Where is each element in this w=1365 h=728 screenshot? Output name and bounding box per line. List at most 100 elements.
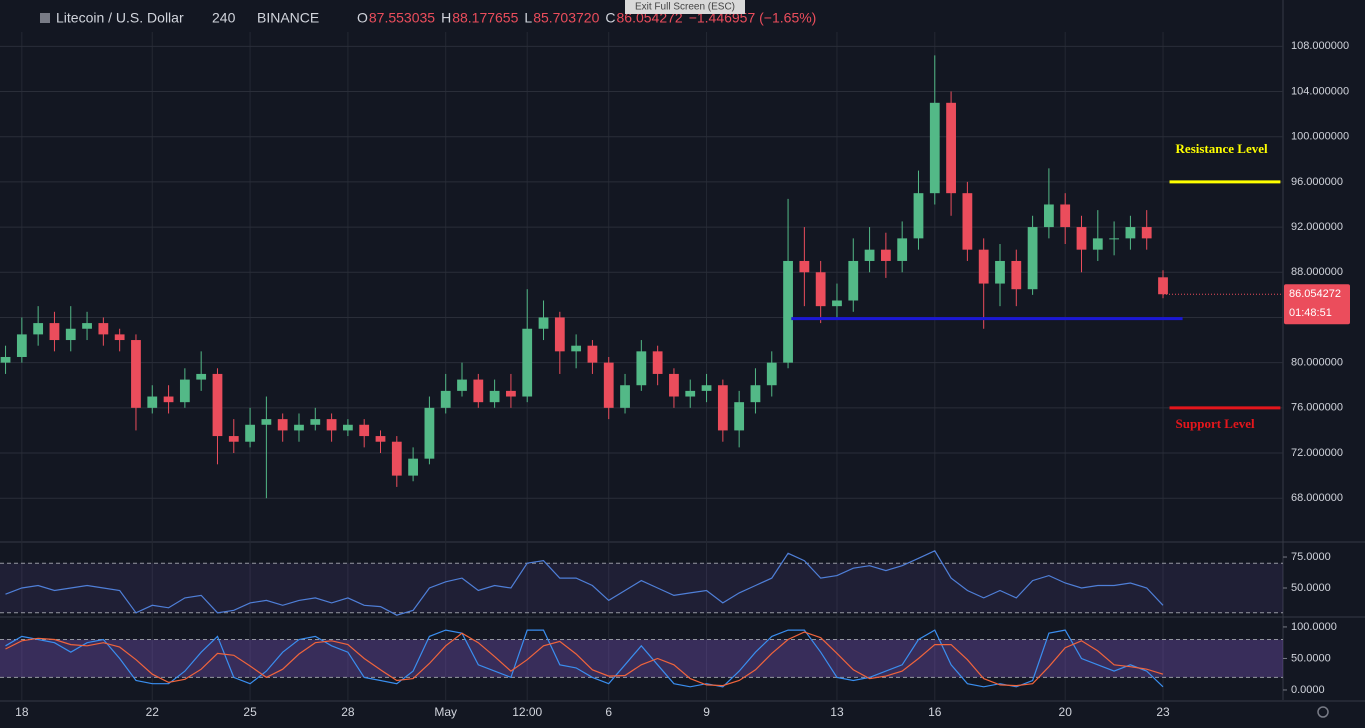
candle-body bbox=[424, 407, 435, 459]
countdown: 01:48:51 bbox=[1289, 307, 1332, 319]
x-tick-label: 28 bbox=[341, 705, 355, 719]
candle-body bbox=[277, 419, 288, 431]
candle-body bbox=[897, 238, 908, 261]
indicator-line bbox=[5, 629, 1164, 688]
candle-body bbox=[1158, 277, 1168, 295]
candle-body bbox=[1027, 227, 1038, 290]
candle-body bbox=[1109, 238, 1119, 240]
y-tick-label: 100.000000 bbox=[1291, 131, 1349, 143]
candle-body bbox=[685, 390, 696, 397]
candle-body bbox=[620, 385, 630, 408]
candle-body bbox=[929, 102, 940, 194]
candle-body bbox=[587, 345, 598, 363]
candle-body bbox=[1060, 204, 1071, 228]
y-tick-label: 72.000000 bbox=[1291, 447, 1343, 459]
ohlc-value: 85.703720 bbox=[533, 10, 599, 26]
candle-body bbox=[473, 379, 484, 403]
ohlc-value: 87.553035 bbox=[369, 10, 435, 26]
x-tick-label: 9 bbox=[703, 705, 710, 719]
candle-body bbox=[913, 193, 924, 239]
interval[interactable]: 240 bbox=[212, 10, 236, 26]
candle-body bbox=[310, 419, 321, 425]
settings-icon bbox=[1317, 706, 1329, 718]
candle-body bbox=[832, 300, 842, 307]
candle-body bbox=[1044, 204, 1054, 228]
y-tick-label: 50.0000 bbox=[1291, 652, 1331, 664]
overlay-box bbox=[625, 0, 745, 14]
y-tick-label: 76.000000 bbox=[1291, 402, 1343, 414]
candle-body bbox=[506, 390, 516, 397]
x-tick-label: May bbox=[434, 705, 457, 719]
candle-body bbox=[522, 328, 533, 397]
candle-body bbox=[16, 334, 27, 357]
candle-body bbox=[946, 102, 956, 194]
y-tick-label: 104.000000 bbox=[1291, 85, 1349, 97]
y-tick-label: 68.000000 bbox=[1291, 492, 1343, 504]
candle-body bbox=[1141, 227, 1152, 239]
indicator-line bbox=[5, 550, 1164, 616]
candle-body bbox=[554, 317, 565, 352]
candle-body bbox=[228, 436, 239, 442]
candle-body bbox=[440, 390, 451, 408]
overlay-text[interactable]: Exit Full Screen (ESC) bbox=[635, 2, 735, 13]
ohlc-label: C bbox=[605, 10, 615, 26]
candle-body bbox=[457, 379, 467, 391]
candle-body bbox=[783, 260, 793, 363]
x-tick-label: 18 bbox=[15, 705, 29, 719]
candle-body bbox=[359, 424, 370, 437]
candle-body bbox=[0, 356, 11, 363]
symbol: Litecoin / U.S. Dollar bbox=[56, 10, 184, 26]
candle-body bbox=[326, 419, 337, 431]
ohlc-label: O bbox=[357, 10, 368, 26]
candle-body bbox=[766, 362, 777, 386]
y-tick-label: 100.0000 bbox=[1291, 621, 1337, 633]
x-tick-label: 12:00 bbox=[512, 705, 542, 719]
y-tick-label: 96.000000 bbox=[1291, 176, 1343, 188]
x-tick-label: 13 bbox=[830, 705, 844, 719]
candle-body bbox=[603, 362, 614, 408]
candle-body bbox=[1076, 227, 1087, 250]
y-tick-label: 80.000000 bbox=[1291, 357, 1343, 369]
last-price-label: 86.054272 bbox=[1289, 288, 1341, 300]
candle-body bbox=[489, 390, 500, 403]
candle-body bbox=[179, 379, 190, 403]
candle-body bbox=[962, 193, 973, 250]
candle-body bbox=[114, 334, 125, 341]
candle-body bbox=[848, 260, 859, 301]
candle-body bbox=[65, 328, 76, 341]
indicator-line bbox=[5, 631, 1164, 687]
candle-body bbox=[864, 249, 875, 261]
candle-body bbox=[245, 424, 255, 442]
candle-body bbox=[571, 345, 582, 352]
candle-body bbox=[636, 351, 647, 386]
candle-body bbox=[294, 424, 304, 431]
candle-body bbox=[995, 260, 1005, 284]
candle-body bbox=[391, 441, 402, 476]
ohlc-label: H bbox=[441, 10, 451, 26]
candle-body bbox=[375, 436, 386, 442]
candle-body bbox=[717, 385, 728, 431]
candle-body bbox=[343, 424, 353, 431]
level-label: Resistance Level bbox=[1176, 141, 1268, 156]
candle-body bbox=[1011, 260, 1022, 290]
y-tick-label: 92.000000 bbox=[1291, 221, 1343, 233]
band-fill bbox=[0, 563, 1283, 613]
candle-body bbox=[880, 249, 891, 261]
x-tick-label: 6 bbox=[605, 705, 612, 719]
candle-body bbox=[147, 396, 158, 408]
y-tick-label: 50.0000 bbox=[1291, 582, 1331, 594]
candle-body bbox=[1125, 227, 1136, 239]
level-label: Support Level bbox=[1176, 416, 1255, 431]
last-price-tag bbox=[1284, 284, 1350, 325]
candle-body bbox=[799, 260, 810, 273]
x-tick-label: 25 bbox=[243, 705, 257, 719]
y-tick-label: 75.0000 bbox=[1291, 551, 1331, 563]
y-tick-label: 0.0000 bbox=[1291, 684, 1325, 696]
candle-body bbox=[669, 373, 679, 397]
ohlc-label: L bbox=[524, 10, 532, 26]
candle-body bbox=[49, 323, 60, 341]
candle-body bbox=[750, 385, 761, 403]
candle-body bbox=[538, 317, 549, 329]
